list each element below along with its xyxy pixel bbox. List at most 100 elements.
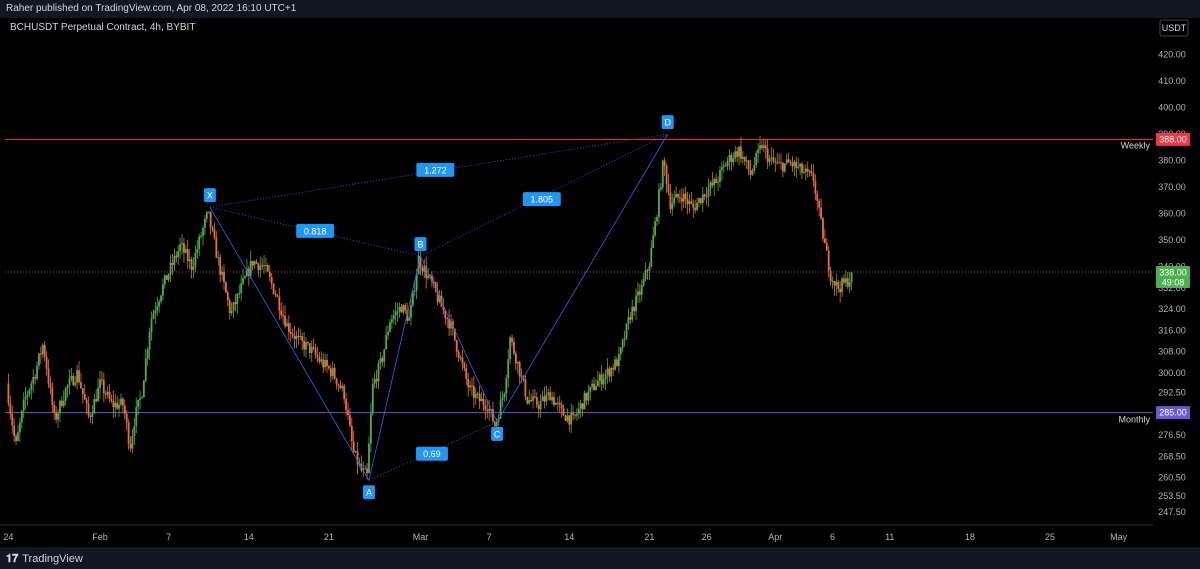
candle-body (316, 354, 319, 358)
level-price-badge (1156, 406, 1190, 420)
publish-info: Raher published on TradingView.com, Apr … (6, 3, 297, 14)
candle-body (570, 413, 573, 425)
time-tick: 7 (487, 532, 492, 542)
candle-body (371, 383, 374, 414)
candle-body (72, 375, 75, 386)
candle-body (93, 398, 96, 414)
candle-body (354, 451, 357, 453)
candle-body (659, 187, 662, 190)
candle-body (291, 333, 294, 336)
candle-body (766, 148, 769, 162)
tradingview-logo-icon: 𝟏𝟕 (6, 552, 19, 565)
candle-body (493, 421, 496, 427)
candle-body (841, 278, 843, 293)
price-chart[interactable]: Weekly Monthly X A B C D 0.818 1.272 1.805 0.69 U… (0, 0, 1200, 547)
candle-body (89, 415, 92, 417)
candle-body (419, 256, 422, 268)
candle-body (80, 382, 82, 389)
candle-body (850, 272, 853, 282)
candle-body (499, 400, 502, 419)
candle-body (532, 396, 534, 401)
time-axis[interactable]: 24 Feb 7 14 21 Mar 7 14 21 26 Apr 6 11 18 25 May (0, 524, 1153, 542)
candle-body (287, 323, 290, 333)
candle-body (455, 340, 458, 352)
candle-body (576, 413, 578, 416)
candle-body (230, 310, 233, 314)
candle-body (736, 151, 739, 157)
candle-body (205, 212, 208, 219)
candle-body (591, 383, 594, 387)
candle-body (688, 201, 691, 205)
symbol-title: BCHUSDT Perpetual Contract, 4h, BYBIT (10, 22, 196, 33)
candle-body (684, 193, 687, 200)
candle-body (652, 235, 655, 249)
candle-body (579, 403, 582, 409)
candle-body (560, 404, 563, 409)
candle-body (703, 194, 706, 197)
price-axis[interactable]: USDT420.00410.00400.00390.00380.00370.00… (1153, 18, 1200, 547)
candle-body (190, 259, 193, 270)
candle-body (642, 278, 645, 285)
candle-body (478, 393, 481, 402)
candle-body (268, 271, 271, 277)
candle-body (787, 159, 790, 163)
candle-body (270, 276, 273, 284)
candle-body (156, 306, 159, 311)
candle-body (694, 207, 697, 211)
pattern-point-x-badge (203, 188, 216, 203)
candle-body (835, 281, 838, 286)
time-tick: Mar (413, 532, 429, 542)
candle-body (574, 414, 576, 416)
candle-body (741, 156, 744, 159)
candle-body (226, 292, 229, 301)
candle-body (137, 399, 140, 408)
candle-body (572, 413, 574, 415)
candle-body (68, 378, 71, 386)
candle-body (677, 193, 679, 198)
candle-body (730, 154, 733, 163)
candle-body (104, 393, 107, 395)
candle-body (146, 349, 149, 359)
candle-body (520, 375, 523, 377)
candle-body (53, 404, 56, 413)
candle-body (638, 291, 641, 295)
candle-body (616, 359, 618, 367)
candle-body (612, 367, 615, 370)
candle-body (513, 341, 515, 354)
candle-body (713, 178, 716, 186)
candle-body (667, 184, 670, 193)
candle-body (125, 413, 128, 423)
candle-body (265, 265, 267, 267)
candle-body (85, 399, 88, 404)
candle-body (253, 261, 256, 266)
candle-body (163, 275, 166, 285)
candle-body (761, 145, 763, 149)
candle-body (314, 348, 317, 355)
candle-body (539, 400, 542, 410)
candle-body (530, 400, 533, 402)
candle-body (780, 162, 782, 164)
candle-body (177, 250, 180, 258)
candle-body (196, 248, 199, 254)
candle-body (232, 302, 235, 311)
candle-body (127, 422, 130, 444)
candle-body (480, 398, 483, 402)
candle-body (398, 306, 401, 312)
candle-body (181, 243, 183, 245)
candle-body (99, 379, 101, 388)
candle-body (152, 313, 155, 319)
candle-body (60, 400, 63, 407)
pattern-point-c-badge (491, 426, 504, 441)
candle-body (7, 383, 10, 404)
candle-body (783, 163, 786, 172)
candle-body (133, 425, 136, 437)
candle-body (663, 160, 666, 166)
candle-body (545, 394, 548, 402)
candle-body (726, 160, 729, 167)
candle-body (293, 335, 296, 339)
tradingview-logo[interactable]: 𝟏𝟕 TradingView (6, 552, 83, 566)
level-price-label: 285.00 (1159, 408, 1187, 418)
candle-body (553, 396, 555, 405)
candle-body (707, 188, 710, 197)
candle-body (303, 340, 306, 350)
